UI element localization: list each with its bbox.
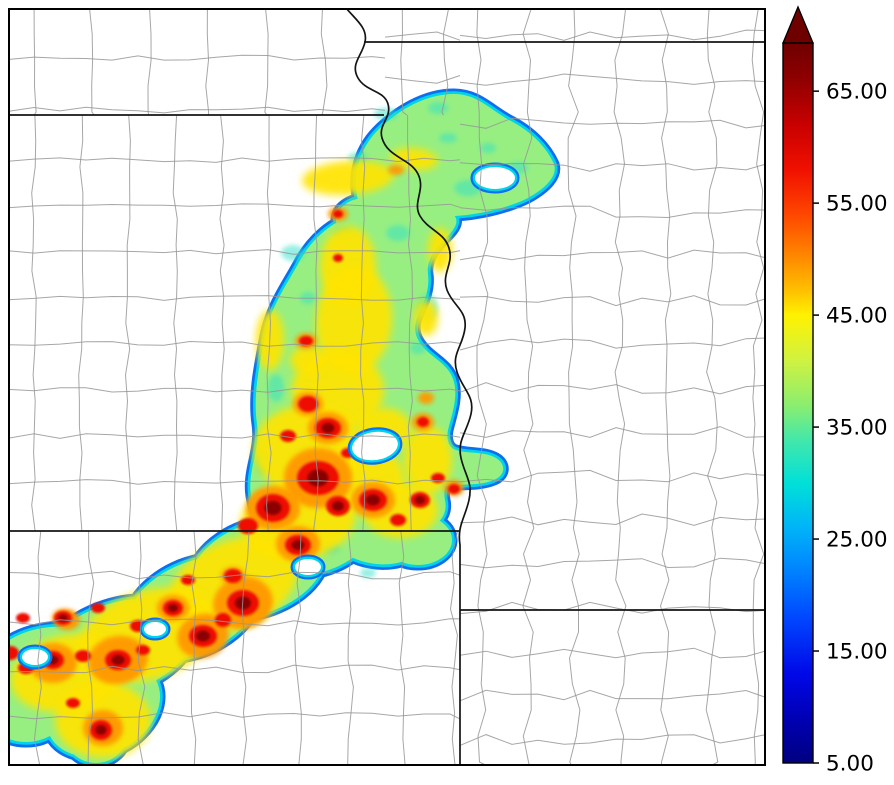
colorbar: 65.00 55.00 45.00 35.00 25.00 15.00 5.00 — [782, 5, 888, 777]
colorbar-tick-label: 25.00 — [826, 528, 888, 553]
county-lines — [8, 8, 766, 766]
plot-frame — [8, 8, 766, 766]
colorbar-tick-label: 5.00 — [826, 752, 874, 777]
map-plot — [8, 8, 766, 766]
colorbar-gradient — [783, 43, 813, 763]
colorbar-tick-label: 45.00 — [826, 304, 888, 329]
colorbar-tick-label: 55.00 — [826, 192, 888, 217]
map-layers — [8, 8, 766, 766]
colorbar-over-arrow — [782, 5, 814, 44]
colorbar-tick-label: 35.00 — [826, 416, 888, 441]
state-border — [345, 8, 473, 766]
state-borders — [8, 8, 766, 766]
colorbar-tick-label: 15.00 — [826, 640, 888, 665]
colorbar-frame — [782, 42, 814, 764]
colorbar-tick-label: 65.00 — [826, 80, 888, 105]
data-field — [8, 88, 561, 766]
